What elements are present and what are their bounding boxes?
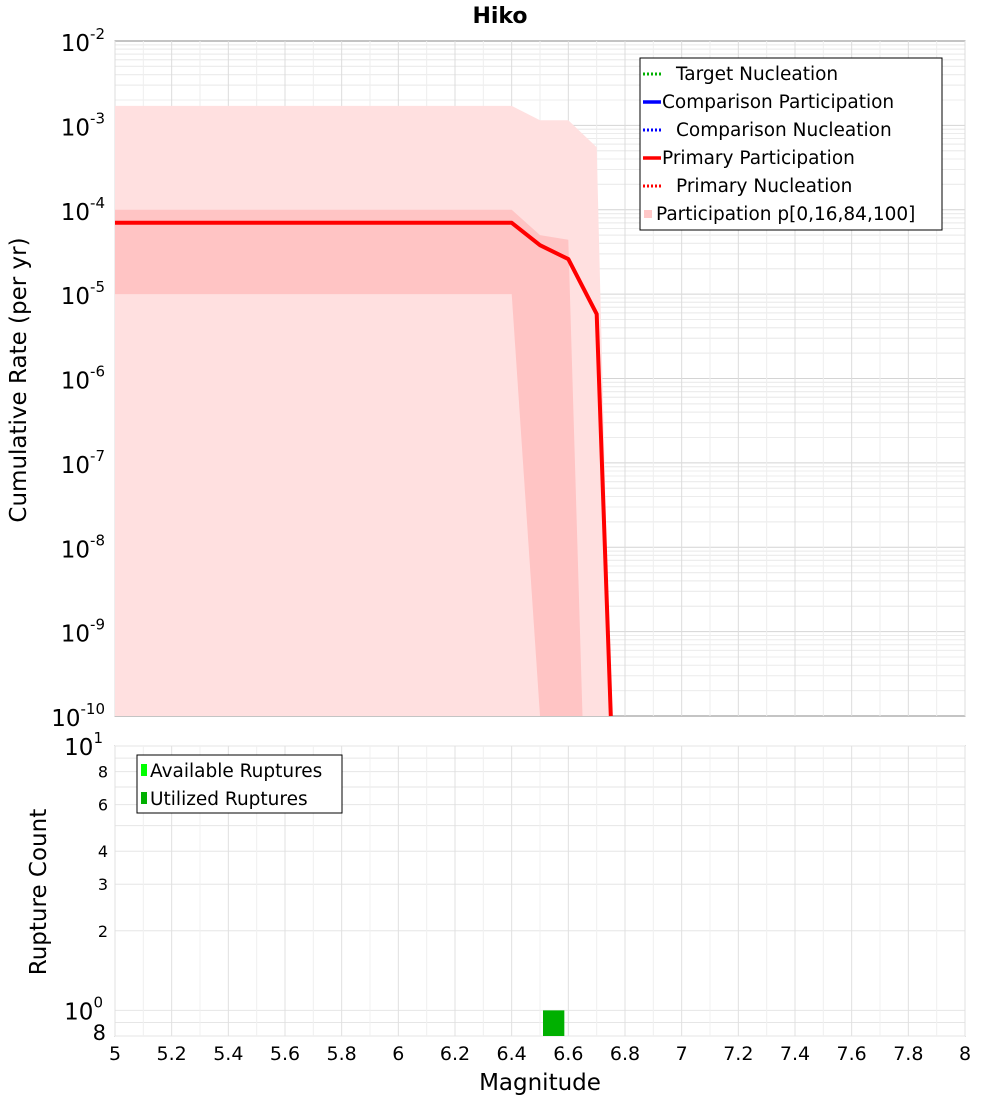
rate-y-tick-label: 10-4 xyxy=(61,194,105,226)
magnitude-x-ticks: 5 5.2 5.4 5.6 5.8 6 6.2 6.4 6.6 6.8 7 7.2 7.4 7.6 7.8 8 xyxy=(109,1043,971,1065)
magnitude-x-tick-label: 6 xyxy=(392,1043,404,1065)
magnitude-x-tick-label: 6.4 xyxy=(497,1043,527,1065)
rate-y-tick-label: 10-6 xyxy=(61,363,105,395)
series-primary-participation xyxy=(115,220,613,717)
magnitude-x-tick-label: 5 xyxy=(109,1043,121,1065)
magnitude-x-tick-label: 7.2 xyxy=(723,1043,753,1065)
bar-utilized-ruptures xyxy=(543,1010,565,1036)
rate-plot: 10-2 10-3 10-4 10-5 10-6 10-7 10-8 10-9 10-10 Cu… xyxy=(6,25,966,732)
rate-series xyxy=(114,220,613,717)
rate-y-tick-label: 10-3 xyxy=(61,109,105,141)
rate-y-tick-label: 10-9 xyxy=(61,616,105,648)
magnitude-x-tick-label: 5.8 xyxy=(327,1043,357,1065)
magnitude-x-tick-label: 6.8 xyxy=(610,1043,640,1065)
legend-label: Comparison Participation xyxy=(662,92,894,113)
rate-percentile-bands xyxy=(115,105,611,717)
rate-legend: Target Nucleation Comparison Participatio… xyxy=(639,57,943,231)
rate-y-tick-label: 10-5 xyxy=(61,278,105,310)
rate-y-ticks: 10-2 10-3 10-4 10-5 10-6 10-7 10-8 10-9 10-10 xyxy=(51,25,105,732)
magnitude-x-tick-label: 8 xyxy=(959,1043,971,1065)
magnitude-x-tick-label: 5.6 xyxy=(270,1043,300,1065)
rupture-y-tick-label: 4 xyxy=(98,842,108,861)
rupture-y-tick-label: 3 xyxy=(98,875,108,894)
magnitude-x-tick-label: 6.2 xyxy=(440,1043,470,1065)
magnitude-x-tick-label: 5.4 xyxy=(213,1043,243,1065)
rate-y-tick-label: 10-2 xyxy=(61,25,105,57)
rupture-y-major-label: 100 xyxy=(64,993,103,1025)
rate-y-axis-label: Cumulative Rate (per yr) xyxy=(6,237,32,522)
rupture-legend-box xyxy=(136,754,343,814)
rupture-y-tick-label: 6 xyxy=(98,796,108,815)
rate-y-tick-label: 10-8 xyxy=(61,531,105,563)
magnitude-x-axis-label: Magnitude xyxy=(479,1070,601,1096)
legend-swatch xyxy=(141,764,147,776)
rupture-count-y-axis-label: Rupture Count xyxy=(26,809,52,975)
legend-label: Target Nucleation xyxy=(675,64,838,85)
rupture-y-tick-label: 2 xyxy=(98,922,108,941)
legend-swatch-box xyxy=(644,210,652,218)
magnitude-x-tick-label: 7.8 xyxy=(893,1043,923,1065)
band-p16-p84 xyxy=(115,209,583,717)
rupture-count-bars xyxy=(543,1010,565,1036)
legend-label: Participation p[0,16,84,100] xyxy=(656,204,915,225)
magnitude-x-tick-label: 6.6 xyxy=(553,1043,583,1065)
legend-label: Available Ruptures xyxy=(150,761,322,782)
magnitude-x-tick-label: 7 xyxy=(676,1043,688,1065)
rate-legend-box xyxy=(639,57,943,231)
rate-y-tick-label: 10-10 xyxy=(51,700,105,732)
legend-label: Comparison Nucleation xyxy=(676,120,892,141)
rate-y-tick-label: 10-7 xyxy=(61,447,105,479)
rupture-y-major-label: 101 xyxy=(64,729,103,761)
legend-label: Primary Nucleation xyxy=(676,176,852,197)
legend-label: Utilized Ruptures xyxy=(150,789,308,810)
rupture-y-tick-label: 8 xyxy=(93,1021,106,1045)
magnitude-x-tick-label: 5.2 xyxy=(157,1043,187,1065)
chart-title: Hiko xyxy=(472,4,527,29)
rupture-count-legend: Available Ruptures Utilized Ruptures xyxy=(136,754,343,814)
magnitude-x-tick-label: 7.6 xyxy=(837,1043,867,1065)
magnitude-x-tick-label: 7.4 xyxy=(780,1043,810,1065)
legend-swatch xyxy=(141,792,147,804)
rupture-y-tick-label: 8 xyxy=(98,763,108,782)
legend-label: Primary Participation xyxy=(662,148,855,169)
